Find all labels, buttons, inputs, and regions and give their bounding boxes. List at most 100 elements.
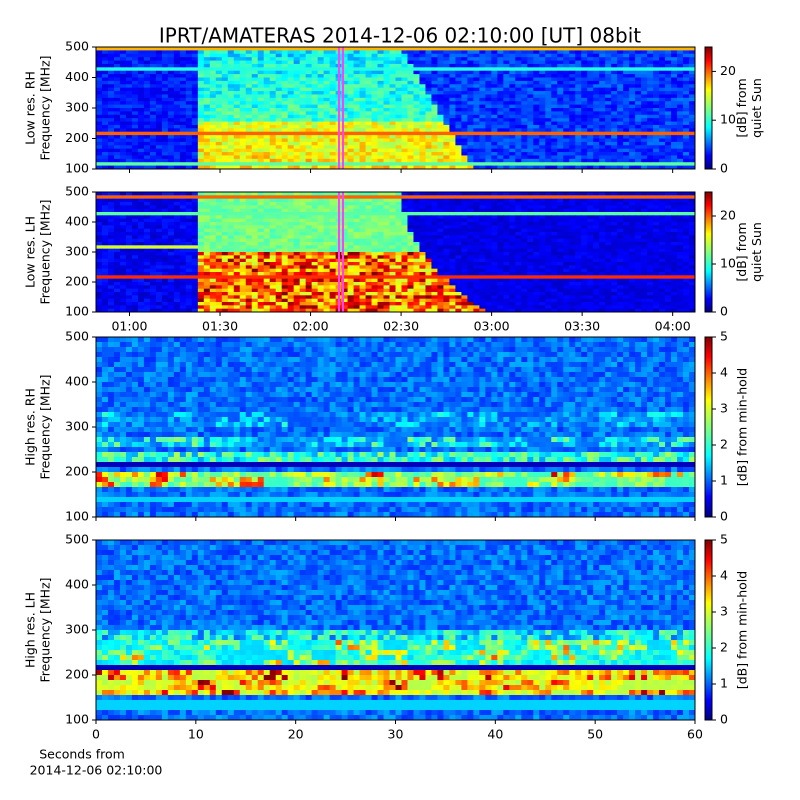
spectrogram-cell [107,141,115,146]
spectrogram-cell [125,104,133,109]
spectrogram-cell [155,80,163,85]
spectrogram-cell [251,91,259,95]
spectrogram-cell [533,57,540,61]
spectrogram-cell [659,74,666,78]
spectrogram-cell [491,118,498,122]
spectrogram-cell [359,74,366,78]
spectrogram-cell [395,192,402,196]
spectrogram-cell [455,87,462,92]
spectrogram-cell [515,228,522,233]
spectrogram-cell [233,63,241,68]
spectrogram-cell [431,128,438,133]
spectrogram-cell [689,145,696,150]
spectrogram-cell [587,108,594,112]
spectrogram-cell [593,202,600,206]
spectrogram-cell [509,192,516,196]
spectrogram-cell [653,138,660,143]
spectrogram-cell [623,114,630,119]
spectrogram-cell [197,67,205,72]
spectrogram-cell [551,63,558,68]
spectrogram-cell [647,77,654,82]
spectrogram-cell [167,97,175,102]
spectrogram-cell [395,235,402,240]
spectrogram-cell [227,104,235,109]
spectrogram-cell [419,57,426,61]
spectrogram-cell [341,215,348,220]
spectrogram-cell [359,50,366,55]
spectrogram-cell [635,67,642,72]
spectrogram-cell [275,212,283,216]
spectrogram-cell [659,198,666,203]
spectrogram-cell [203,114,211,119]
spectrogram-cell [263,218,271,223]
spectrogram-cell [539,114,546,119]
spectrogram-cell [503,111,510,116]
spectrogram-cell [179,50,187,55]
spectrogram-cell [569,47,576,51]
spectrogram-cell [599,215,606,220]
spectrogram-cell [443,138,450,143]
spectrogram-cell [215,155,223,160]
spectrogram-cell [629,94,636,99]
spectrogram-cell [305,74,313,78]
spectrogram-cell [263,215,271,220]
spectrogram-cell [479,155,486,160]
spectrogram-cell [503,138,510,143]
spectrogram-cell [509,228,516,233]
spectrogram-cell [323,108,331,112]
spectrogram-cell [503,158,510,163]
spectrogram-cell [161,162,169,167]
spectrogram-cell [233,135,241,139]
spectrogram-cell [239,128,247,133]
spectrogram-cell [347,74,354,78]
spectrogram-cell [365,222,372,226]
spectrogram-cell [473,232,480,236]
spectrogram-cell [251,138,259,143]
spectrogram-cell [653,162,660,167]
spectrogram-cell [209,198,217,203]
spectrogram-cell [353,192,360,196]
spectrogram-cell [635,198,642,203]
spectrogram-cell [281,97,289,102]
spectrogram-cell [371,162,378,167]
spectrogram-cell [479,131,486,136]
spectrogram-cell [305,138,313,143]
spectrogram-cell [359,57,366,61]
spectrogram-cell [359,208,366,213]
spectrogram-cell [413,198,420,203]
spectrogram-cell [383,135,390,139]
spectrogram-cell [461,155,468,160]
spectrogram-cell [551,128,558,133]
spectrogram-cell [257,162,265,167]
spectrogram-cell [215,60,223,65]
spectrogram-cell [425,94,432,99]
spectrogram-cell [311,121,319,126]
spectrogram-cell [479,165,486,170]
spectrogram-cell [629,63,636,68]
spectrogram-cell [197,84,205,89]
spectrogram-cell [515,77,522,82]
spectrogram-cell [101,91,109,95]
spectrogram-cell [221,77,229,82]
spectrogram-cell [575,101,582,106]
spectrogram-cell [395,145,402,150]
spectrogram-cell [209,218,217,223]
spectrogram-cell [569,74,576,78]
spectrogram-cell [647,205,654,210]
spectrogram-cell [407,152,414,156]
spectrogram-cell [497,131,504,136]
spectrogram-cell [167,74,175,78]
spectrogram-cell [221,118,229,122]
spectrogram-cell [545,108,552,112]
spectrogram-cell [167,135,175,139]
spectrogram-cell [257,152,265,156]
spectrogram-cell [647,97,654,102]
spectrogram-cell [377,97,384,102]
spectrogram-cell [443,101,450,106]
spectrogram-cell [401,192,408,196]
spectrogram-cell [233,138,241,143]
spectrogram-cell [155,70,163,75]
spectrogram-cell [413,232,420,236]
spectrogram-cell [443,63,450,68]
spectrogram-cell [521,60,528,65]
